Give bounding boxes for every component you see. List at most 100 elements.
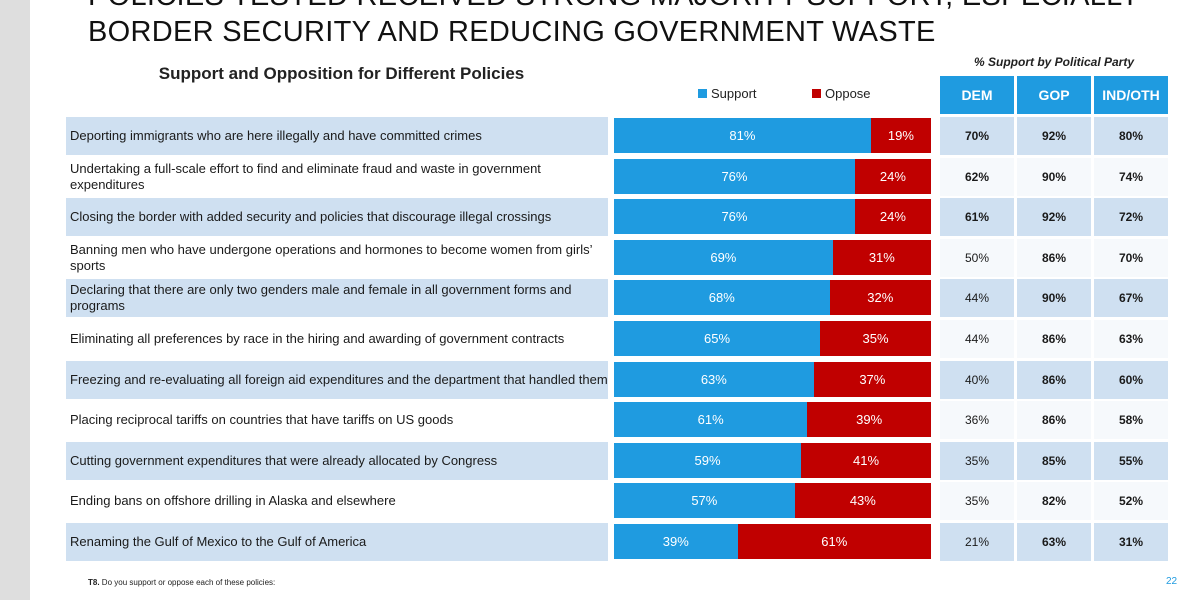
- data-label-oppose: 35%: [862, 331, 889, 346]
- slide-title-line-2: BORDER SECURITY AND REDUCING GOVERNMENT …: [88, 16, 936, 48]
- stacked-bar: 76% 24%: [614, 159, 931, 194]
- bar-oppose: 24%: [854, 199, 931, 234]
- footnote-code: T8.: [88, 578, 100, 587]
- slide-title-line-1: POLICIES TESTED RECEIVED STRONG MAJORITY…: [88, 0, 1140, 14]
- bar-support: 57%: [614, 483, 795, 518]
- party-cell-gop: 92%: [1017, 117, 1091, 155]
- bar-support: 81%: [614, 118, 871, 153]
- legend-support: Support: [698, 86, 757, 101]
- data-label-oppose: 43%: [849, 493, 876, 508]
- stacked-bar: 68% 32%: [614, 280, 931, 315]
- stacked-bar: 57% 43%: [614, 483, 931, 518]
- bar-support: 59%: [614, 443, 802, 478]
- legend-support-label: Support: [711, 86, 757, 101]
- party-cell-dem: 21%: [940, 523, 1014, 561]
- party-cell-gop: 82%: [1017, 482, 1091, 520]
- party-cell-ind-oth: 58%: [1094, 401, 1168, 439]
- stacked-bar: 69% 31%: [614, 240, 931, 275]
- party-column-dem: DEM: [940, 76, 1014, 114]
- party-table-title: % Support by Political Party: [973, 55, 1135, 69]
- data-label-support: 81%: [729, 128, 756, 143]
- party-cell-gop: 86%: [1017, 361, 1091, 399]
- party-cell-ind-oth: 60%: [1094, 361, 1168, 399]
- data-label-support: 76%: [721, 169, 748, 184]
- bar-support: 61%: [614, 402, 808, 437]
- party-cell-gop: 86%: [1017, 320, 1091, 358]
- party-cell-gop: 90%: [1017, 158, 1091, 196]
- data-label-support: 61%: [697, 412, 724, 427]
- chart-title: Support and Opposition for Different Pol…: [158, 64, 525, 83]
- legend-support-swatch: [698, 89, 707, 98]
- category-label: Closing the border with added security a…: [66, 198, 608, 236]
- bar-oppose: 35%: [820, 321, 931, 356]
- data-label-oppose: 39%: [856, 412, 883, 427]
- stacked-bar: 61% 39%: [614, 402, 931, 437]
- bar-support: 63%: [614, 362, 814, 397]
- party-cell-dem: 62%: [940, 158, 1014, 196]
- bar-support: 76%: [614, 159, 855, 194]
- party-cell-ind-oth: 80%: [1094, 117, 1168, 155]
- party-cell-ind-oth: 63%: [1094, 320, 1168, 358]
- party-cell-gop: 90%: [1017, 279, 1091, 317]
- party-cell-ind-oth: 70%: [1094, 239, 1168, 277]
- legend-oppose-label: Oppose: [825, 86, 871, 101]
- legend-oppose-swatch: [812, 89, 821, 98]
- category-label: Undertaking a full-scale effort to find …: [70, 161, 541, 192]
- stacked-bar: 39% 61%: [614, 524, 931, 559]
- data-label-oppose: 61%: [821, 534, 848, 549]
- party-cell-dem: 61%: [940, 198, 1014, 236]
- party-cell-dem: 36%: [940, 401, 1014, 439]
- party-cell-gop: 63%: [1017, 523, 1091, 561]
- stacked-bar: 59% 41%: [614, 443, 931, 478]
- party-cell-dem: 70%: [940, 117, 1014, 155]
- bar-support: 65%: [614, 321, 821, 356]
- party-cell-ind-oth: 55%: [1094, 442, 1168, 480]
- slide-title: POLICIES TESTED RECEIVED STRONG MAJORITY…: [88, 0, 1140, 50]
- page-number: 22: [1166, 576, 1178, 587]
- footnote: T8. Do you support or oppose each of the…: [88, 578, 275, 587]
- bar-oppose: 61%: [737, 524, 931, 559]
- data-label-oppose: 32%: [867, 290, 894, 305]
- party-cell-dem: 44%: [940, 320, 1014, 358]
- party-cell-dem: 40%: [940, 361, 1014, 399]
- data-label-oppose: 37%: [859, 372, 886, 387]
- data-label-support: 69%: [710, 250, 737, 265]
- data-label-support: 59%: [694, 453, 721, 468]
- data-label-support: 39%: [662, 534, 689, 549]
- bar-oppose: 19%: [870, 118, 931, 153]
- bar-oppose: 39%: [807, 402, 931, 437]
- party-cell-gop: 86%: [1017, 239, 1091, 277]
- party-cell-ind-oth: 72%: [1094, 198, 1168, 236]
- bar-support: 76%: [614, 199, 855, 234]
- bar-support: 39%: [614, 524, 738, 559]
- data-label-oppose: 24%: [879, 169, 906, 184]
- bar-support: 69%: [614, 240, 833, 275]
- data-label-oppose: 41%: [852, 453, 880, 468]
- stacked-bar: 63% 37%: [614, 362, 931, 397]
- category-label: Declaring that there are only two gender…: [66, 279, 608, 317]
- party-cell-gop: 92%: [1017, 198, 1091, 236]
- category-label: Placing reciprocal tariffs on countries …: [70, 412, 454, 427]
- party-cell-ind-oth: 52%: [1094, 482, 1168, 520]
- party-column-ind-oth: IND/OTH: [1094, 76, 1168, 114]
- bar-support: 68%: [614, 280, 830, 315]
- category-label: Freezing and re-evaluating all foreign a…: [66, 361, 608, 399]
- data-label-oppose: 19%: [887, 128, 914, 143]
- party-cell-dem: 35%: [940, 482, 1014, 520]
- footnote-text: Do you support or oppose each of these p…: [101, 578, 276, 587]
- bar-oppose: 24%: [854, 159, 931, 194]
- category-label: Renaming the Gulf of Mexico to the Gulf …: [66, 523, 608, 561]
- data-label-support: 57%: [691, 493, 718, 508]
- party-column-gop: GOP: [1017, 76, 1091, 114]
- data-label-support: 68%: [708, 290, 735, 305]
- data-label-support: 76%: [721, 209, 748, 224]
- category-label: Banning men who have undergone operation…: [70, 242, 592, 273]
- bar-oppose: 32%: [829, 280, 931, 315]
- bar-oppose: 41%: [801, 443, 931, 478]
- stacked-bar: 76% 24%: [614, 199, 931, 234]
- party-cell-ind-oth: 67%: [1094, 279, 1168, 317]
- stacked-bar: 65% 35%: [614, 321, 931, 356]
- stacked-bar: 81% 19%: [614, 118, 931, 153]
- party-cell-dem: 50%: [940, 239, 1014, 277]
- bar-oppose: 37%: [813, 362, 931, 397]
